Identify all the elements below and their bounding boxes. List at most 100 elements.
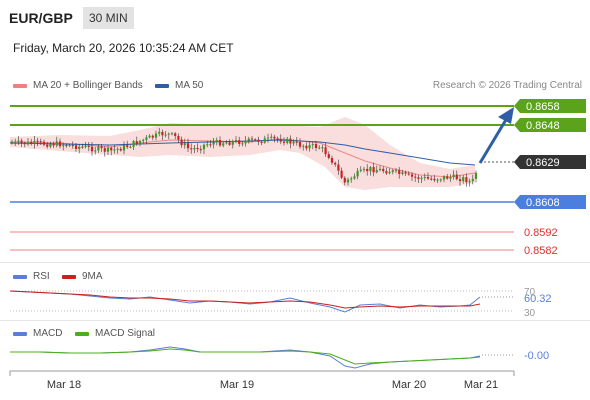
candle-body <box>151 135 154 138</box>
candle-body <box>404 172 407 174</box>
candle-body <box>458 179 462 182</box>
candle-body <box>337 164 340 171</box>
rsi-ma-swatch-icon <box>62 274 76 279</box>
candle-body <box>174 133 177 136</box>
candle-body <box>110 147 113 151</box>
price-label-2: 0.8629 <box>514 155 586 169</box>
candle-body <box>295 141 298 143</box>
candle-body <box>452 174 455 178</box>
rsi-chart[interactable]: 70 30 60.32 <box>0 285 590 319</box>
candle-body <box>324 147 327 155</box>
candle-body <box>318 147 321 149</box>
legend-ma20: MA 20 + Bollinger Bands <box>13 80 143 91</box>
time-axis: Mar 18 Mar 19 Mar 20 Mar 21 <box>9 370 515 391</box>
candle-body <box>49 144 52 147</box>
candle-body <box>97 146 100 151</box>
candle-body <box>298 141 302 147</box>
candle-body <box>449 177 452 179</box>
candle-body <box>417 177 420 179</box>
candle-body <box>250 138 254 140</box>
candle-body <box>263 138 266 143</box>
candle-body <box>190 148 193 150</box>
candle-body <box>334 162 337 165</box>
legend-rsi: RSI <box>13 271 50 282</box>
timestamp: Friday, March 20, 2026 10:35:24 AM CET <box>13 41 234 55</box>
macd-signal-swatch-icon <box>75 331 89 336</box>
candle-body <box>414 176 417 178</box>
candle-body <box>468 181 471 183</box>
candlestick-series <box>10 127 478 187</box>
candle-body <box>186 143 190 149</box>
candle-body <box>398 170 401 174</box>
candle-body <box>426 177 430 179</box>
candle-body <box>129 146 132 148</box>
candle-body <box>55 141 58 146</box>
candle-body <box>228 142 231 145</box>
candle-body <box>254 139 257 141</box>
candle-body <box>410 174 414 177</box>
legend-macd-signal: MACD Signal <box>75 328 155 339</box>
candle-body <box>439 179 442 181</box>
axis-label-mar18: Mar 18 <box>47 379 81 391</box>
price-chart[interactable]: 0.8658 0.8648 0.8629 0.8608 0.8592 0.858… <box>0 95 590 260</box>
candle-body <box>401 172 404 174</box>
candle-body <box>455 174 458 180</box>
forecast-arrowhead-icon <box>498 107 514 124</box>
candle-body <box>302 145 305 147</box>
candle-body <box>164 134 167 136</box>
legend-macd-signal-label: MACD Signal <box>95 328 156 339</box>
macd-line <box>10 346 481 369</box>
candle-body <box>74 145 78 149</box>
ma50-swatch-icon <box>155 83 169 88</box>
candle-body <box>42 141 46 145</box>
symbol-title[interactable]: EUR/GBP <box>9 10 73 26</box>
candle-body <box>423 177 426 179</box>
candle-body <box>119 148 122 151</box>
candle-body <box>257 139 260 142</box>
candle-body <box>177 135 180 140</box>
candle-body <box>238 140 241 144</box>
candle-body <box>474 172 478 179</box>
candle-body <box>142 139 145 141</box>
candle-body <box>39 141 42 143</box>
candle-body <box>68 145 71 147</box>
candle-body <box>218 139 222 146</box>
ma20-line <box>9 138 476 178</box>
candle-body <box>202 144 206 150</box>
candle-body <box>462 177 465 182</box>
candle-body <box>471 178 474 182</box>
candle-body <box>132 141 135 147</box>
candle-body <box>247 138 250 141</box>
candle-body <box>244 140 247 144</box>
candle-body <box>366 168 369 172</box>
candle-body <box>36 140 39 142</box>
candle-body <box>362 168 366 170</box>
candle-body <box>382 168 385 172</box>
interval-badge[interactable]: 30 MIN <box>83 7 134 29</box>
candle-body <box>420 177 423 179</box>
candle-body <box>375 170 378 173</box>
candle-body <box>20 140 23 143</box>
legend-rsi-ma: 9MA <box>62 271 103 282</box>
candle-body <box>65 145 68 147</box>
price-label-3: 0.8608 <box>514 195 586 209</box>
candle-body <box>94 150 97 152</box>
price-label-0: 0.8658 <box>514 99 586 113</box>
candle-body <box>23 142 26 145</box>
candle-body <box>369 167 372 172</box>
panel-divider <box>0 262 590 263</box>
candle-body <box>14 141 17 143</box>
macd-swatch-icon <box>13 331 27 336</box>
candle-body <box>62 145 65 147</box>
candle-body <box>52 144 55 146</box>
candle-body <box>282 141 286 143</box>
price-label-text: 0.8608 <box>526 197 560 209</box>
legend-rsi-label: RSI <box>33 271 50 282</box>
candle-body <box>100 146 103 149</box>
panel-divider <box>0 320 590 321</box>
macd-chart[interactable]: -0.00 <box>0 340 590 370</box>
price-label-text: 0.8648 <box>526 120 560 132</box>
candle-body <box>273 136 276 139</box>
candle-body <box>388 172 391 174</box>
candle-body <box>305 145 308 149</box>
